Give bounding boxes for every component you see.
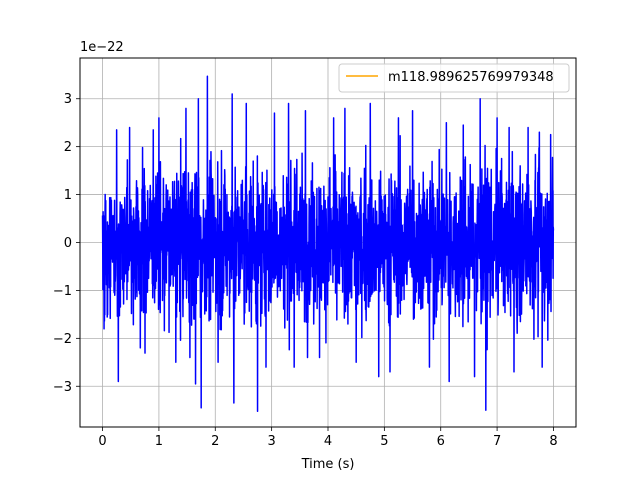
strain-series-line [101, 75, 555, 412]
y-tick-label: 2 [64, 140, 72, 155]
tick-layer: 0 1 2 3 4 5 6 7 8 −3 −2 −1 0 1 2 3 [53, 92, 558, 449]
x-axis-label: Time (s) [301, 457, 355, 472]
y-tick-label: 3 [64, 92, 72, 107]
x-tick-label: 1 [155, 434, 163, 449]
x-tick-label: 2 [211, 434, 219, 449]
x-tick-label: 5 [380, 434, 388, 449]
y-tick-label: −2 [53, 332, 72, 347]
x-tick-label: 6 [437, 434, 445, 449]
y-offset-text: 1e−22 [80, 40, 124, 55]
legend-label: m118.989625769979348 [388, 70, 554, 85]
legend: m118.989625769979348 [338, 63, 570, 93]
x-tick-label: 3 [267, 434, 275, 449]
legend-box [338, 63, 570, 93]
y-tick-label: −1 [53, 284, 72, 299]
y-tick-label: 1 [64, 188, 72, 203]
y-tick-label: 0 [64, 236, 72, 251]
x-tick-label: 7 [493, 434, 501, 449]
y-tick-label: −3 [53, 380, 72, 395]
x-tick-label: 4 [324, 434, 332, 449]
x-tick-label: 0 [98, 434, 106, 449]
x-tick-label: 8 [549, 434, 557, 449]
data-layer [101, 75, 555, 412]
